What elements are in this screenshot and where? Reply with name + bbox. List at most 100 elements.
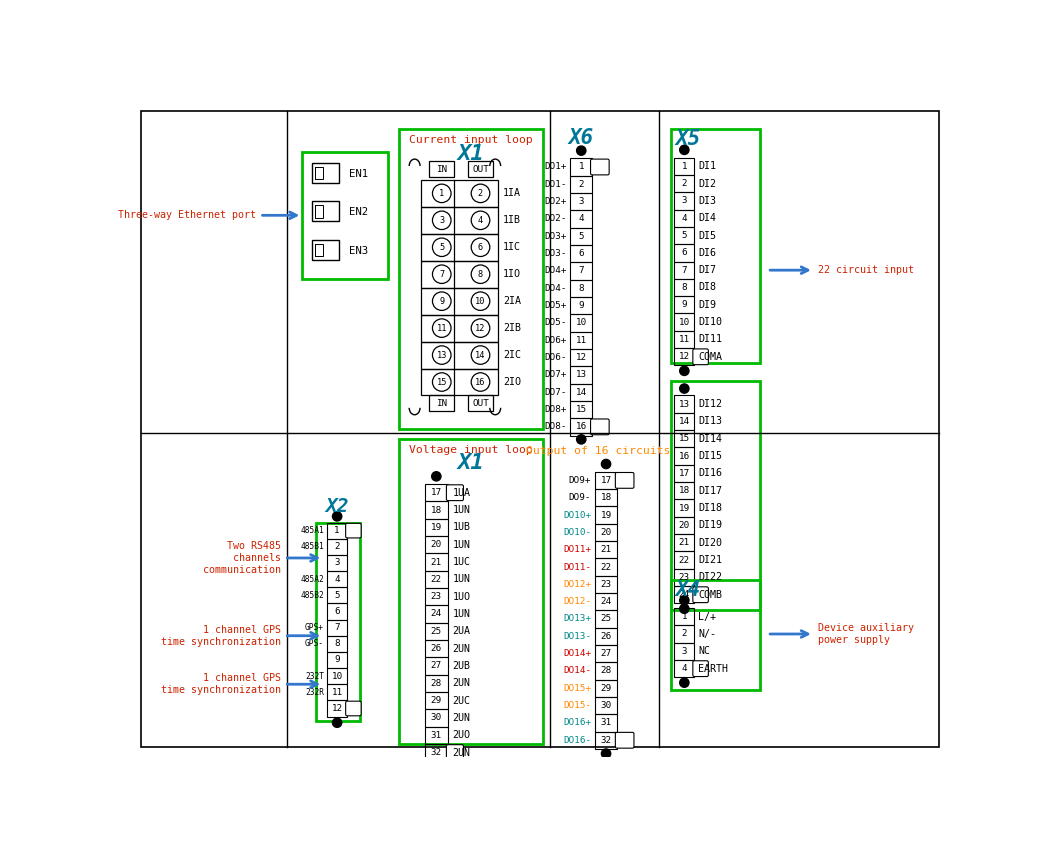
Bar [596, 645, 617, 662]
Text: 10: 10 [575, 318, 587, 328]
FancyBboxPatch shape [447, 745, 464, 761]
Bar [570, 418, 592, 436]
Text: 22 circuit input: 22 circuit input [818, 266, 914, 275]
FancyBboxPatch shape [346, 701, 362, 716]
Text: 1UN: 1UN [452, 540, 470, 550]
Bar [570, 193, 592, 210]
Text: DO12-: DO12- [563, 597, 591, 606]
Bar [675, 551, 695, 568]
Text: 2: 2 [682, 630, 687, 638]
Text: 232T: 232T [305, 671, 324, 681]
Text: 1: 1 [682, 162, 687, 171]
Text: DO14-: DO14- [563, 666, 591, 676]
Bar [312, 240, 339, 260]
Text: Two RS485
channels
communication: Two RS485 channels communication [202, 541, 280, 574]
Bar [675, 209, 695, 227]
Text: 18: 18 [679, 486, 690, 495]
Text: 1IC: 1IC [503, 243, 521, 252]
Text: 25: 25 [431, 627, 442, 636]
Text: 5: 5 [440, 243, 445, 252]
Bar [327, 571, 347, 587]
Text: DO10+: DO10+ [563, 511, 591, 519]
Text: DI1: DI1 [698, 161, 717, 171]
FancyBboxPatch shape [590, 419, 609, 435]
Text: 1UN: 1UN [452, 505, 470, 515]
Bar [570, 349, 592, 366]
Bar [596, 471, 617, 489]
Text: 31: 31 [601, 718, 611, 728]
Text: DO10-: DO10- [563, 528, 591, 537]
Text: 1UO: 1UO [452, 591, 470, 602]
Text: 1: 1 [334, 526, 340, 535]
Bar [671, 580, 760, 690]
Bar [675, 483, 695, 500]
Bar [429, 162, 454, 177]
Bar [596, 558, 617, 575]
Bar [596, 541, 617, 558]
Bar [327, 555, 347, 571]
Text: 24: 24 [601, 597, 611, 606]
Circle shape [332, 718, 341, 728]
Text: 1UC: 1UC [452, 557, 470, 567]
Text: 2UN: 2UN [452, 747, 470, 757]
Bar [570, 401, 592, 418]
Bar [425, 588, 448, 605]
Text: 2IO: 2IO [503, 377, 521, 387]
Text: 29: 29 [601, 684, 611, 693]
FancyBboxPatch shape [692, 587, 708, 603]
Text: 7: 7 [334, 623, 340, 632]
Bar [596, 697, 617, 714]
Text: 4: 4 [477, 216, 483, 225]
Text: DO4+: DO4+ [544, 266, 567, 276]
Text: DI17: DI17 [698, 486, 722, 496]
Bar [675, 244, 695, 261]
Bar [675, 448, 695, 465]
Text: GPS-: GPS- [305, 639, 324, 648]
Bar [425, 553, 448, 571]
Text: DO13+: DO13+ [563, 614, 591, 624]
Text: DI21: DI21 [698, 555, 722, 565]
Bar [327, 684, 347, 700]
Text: 5: 5 [579, 231, 584, 241]
Text: 21: 21 [431, 557, 442, 567]
Bar [327, 620, 347, 636]
Bar [596, 610, 617, 628]
Text: DO6-: DO6- [544, 353, 567, 362]
Text: DI3: DI3 [698, 196, 717, 206]
Text: DO7-: DO7- [544, 388, 567, 397]
Text: 2UO: 2UO [452, 730, 470, 740]
Text: 18: 18 [431, 505, 442, 515]
Text: 16: 16 [679, 452, 690, 460]
Text: 2IB: 2IB [503, 323, 521, 333]
FancyBboxPatch shape [692, 349, 708, 365]
Text: 485A1: 485A1 [300, 526, 324, 535]
Text: 16: 16 [575, 422, 587, 431]
Text: EN1: EN1 [349, 168, 368, 179]
Bar [570, 210, 592, 227]
Text: DI19: DI19 [698, 521, 722, 530]
Text: DO14+: DO14+ [563, 649, 591, 658]
Bar [570, 384, 592, 401]
Text: DI15: DI15 [698, 451, 722, 461]
Bar [425, 605, 448, 623]
Text: 11: 11 [575, 336, 587, 345]
Bar [468, 396, 493, 411]
Text: DO1-: DO1- [544, 180, 567, 189]
Text: 12: 12 [332, 704, 343, 713]
Text: 10: 10 [679, 317, 690, 327]
Text: 3: 3 [334, 558, 340, 568]
Bar [675, 157, 695, 175]
Bar [421, 234, 499, 260]
Text: 19: 19 [679, 504, 690, 512]
Bar [596, 628, 617, 645]
Bar [570, 297, 592, 314]
Text: 23: 23 [679, 573, 690, 582]
Text: 5: 5 [682, 231, 687, 240]
Bar [675, 625, 695, 643]
Text: 20: 20 [431, 540, 442, 549]
Circle shape [680, 384, 689, 393]
Bar [327, 523, 347, 539]
Text: 21: 21 [601, 545, 611, 554]
Bar [570, 332, 592, 349]
Bar [596, 662, 617, 680]
